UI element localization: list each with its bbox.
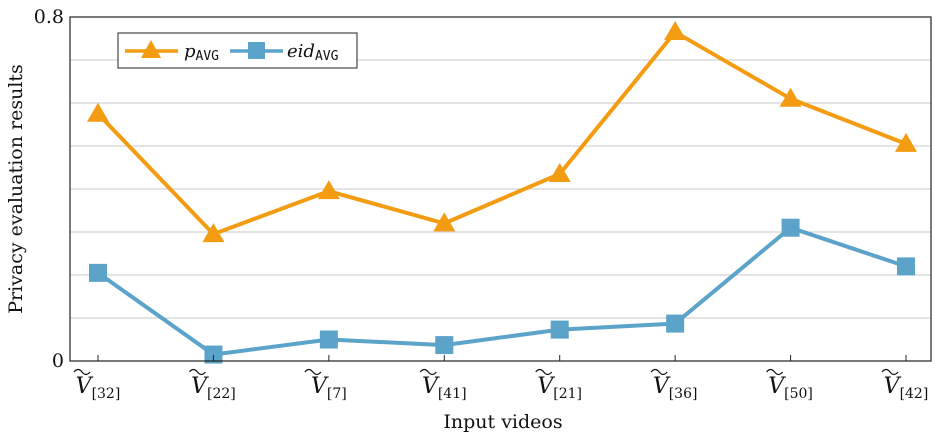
series-eid-avg: [89, 218, 915, 364]
tilde-accent: [650, 368, 668, 376]
data-point-triangle: [433, 212, 456, 232]
data-point-square: [319, 330, 338, 349]
data-point-triangle: [895, 132, 917, 152]
tilde-accent: [881, 368, 899, 376]
data-point-triangle: [779, 87, 802, 107]
data-point-square: [89, 263, 107, 282]
series-p-avg: [87, 21, 917, 243]
x-tick-label: V[22]: [191, 374, 236, 402]
tilde-accent: [304, 368, 322, 376]
x-tick-label: V[41]: [422, 374, 467, 402]
plot-frame: [69, 16, 932, 362]
tilde-accent: [535, 368, 553, 376]
x-tick-label: V[42]: [884, 374, 929, 402]
y-axis-title: Privacy evaluation results: [5, 64, 27, 314]
legend-triangle-icon: [141, 40, 161, 58]
legend-label-p-avg: pAVG: [184, 41, 219, 64]
legend: pAVG eidAVG: [117, 32, 358, 69]
data-point-triangle: [87, 102, 109, 122]
data-point-square: [550, 320, 569, 339]
x-tick-label: V[7]: [311, 374, 347, 402]
x-tick-label: V[36]: [653, 374, 698, 402]
x-tick-label: V[21]: [537, 374, 582, 402]
tilde-accent: [188, 368, 206, 376]
data-point-square: [781, 218, 800, 237]
data-point-triangle: [548, 162, 571, 182]
series-line: [96, 30, 907, 237]
legend-square-icon: [248, 42, 265, 59]
series-line: [96, 225, 907, 357]
x-axis: V[32] V[22] V[7] V[41] V[21] V[36] V[50] V[42]: [73, 355, 929, 402]
data-point-triangle: [664, 21, 687, 41]
data-point-square: [897, 257, 915, 276]
data-point-square: [435, 336, 454, 355]
y-axis: 00.8: [34, 6, 76, 372]
data-point-square: [666, 314, 685, 333]
data-point-square: [204, 345, 223, 364]
legend-label-eid-avg: eidAVG: [287, 41, 339, 64]
x-tick-label: V[50]: [768, 374, 813, 402]
x-tick-label: V[32]: [76, 374, 121, 402]
tilde-accent: [73, 368, 91, 376]
x-axis-title: Input videos: [443, 411, 562, 433]
legend-entry-eid-avg: eidAVG: [230, 41, 339, 64]
y-tick-label: 0: [52, 350, 64, 372]
data-point-triangle: [202, 223, 225, 243]
tilde-accent: [419, 368, 437, 376]
tilde-accent: [766, 368, 784, 376]
series-layer: [87, 21, 917, 364]
legend-entry-p-avg: pAVG: [125, 40, 219, 64]
data-point-triangle: [317, 180, 340, 200]
y-tick-label: 0.8: [34, 6, 64, 28]
